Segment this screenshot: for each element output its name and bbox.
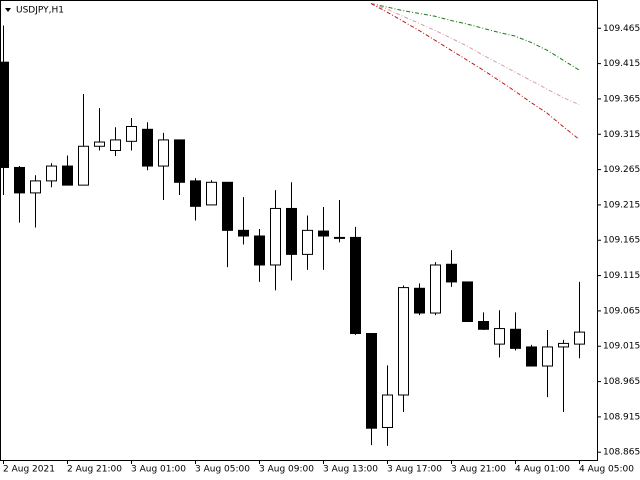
candle-body (286, 207, 297, 255)
plot-frame (0, 0, 598, 461)
candle-body (254, 235, 265, 266)
candle-body (526, 346, 537, 367)
candle-body (318, 230, 329, 237)
candle-body (542, 346, 553, 367)
candle-body (206, 181, 217, 206)
y-tick-label: 109.365 (603, 94, 640, 104)
chart-title: USDJPY,H1 (16, 6, 64, 16)
candle-body (558, 342, 569, 348)
candle-body (350, 236, 361, 335)
candle-body (14, 166, 25, 194)
x-tick-label: 3 Aug 13:00 (323, 465, 378, 475)
y-tick-label: 109.465 (603, 24, 640, 34)
x-tick-label: 2 Aug 2021 (3, 465, 55, 475)
y-tick-label: 109.015 (603, 342, 640, 352)
x-tick-label: 3 Aug 21:00 (451, 465, 506, 475)
candle-body (158, 139, 169, 167)
y-tick-label: 109.265 (603, 165, 640, 175)
x-tick-label: 3 Aug 17:00 (387, 465, 442, 475)
candle-body (126, 125, 137, 142)
candle-body (494, 328, 505, 345)
candle-body (430, 264, 441, 314)
x-tick-label: 4 Aug 01:00 (515, 465, 570, 475)
candle-body (94, 141, 105, 147)
candle-body (78, 145, 89, 186)
candle-body (446, 263, 457, 283)
y-tick-label: 109.115 (603, 271, 640, 281)
y-tick-label: 109.415 (603, 59, 640, 69)
candle-body (366, 333, 377, 429)
x-tick-label: 2 Aug 21:00 (67, 465, 122, 475)
y-tick-label: 108.865 (603, 448, 640, 458)
candle-body (62, 165, 73, 186)
candle-body (398, 287, 409, 396)
candle-body (414, 287, 425, 314)
x-tick-label: 3 Aug 09:00 (259, 465, 314, 475)
x-tick-label: 3 Aug 05:00 (195, 465, 250, 475)
y-tick-label: 109.215 (603, 200, 640, 210)
candle-body (302, 229, 313, 255)
candle-body (574, 331, 585, 345)
candle-body (238, 229, 249, 237)
candle-body (334, 236, 345, 239)
candle-body (0, 61, 9, 168)
candle-body (382, 394, 393, 428)
candle-body (142, 128, 153, 167)
candle-body (30, 180, 41, 194)
candle-body (478, 321, 489, 330)
x-tick-label: 3 Aug 01:00 (131, 465, 186, 475)
y-tick-label: 108.965 (603, 377, 640, 387)
forecast-line (370, 3, 580, 106)
forecast-line (370, 3, 580, 140)
candle-body (190, 180, 201, 207)
candle-body (222, 181, 233, 231)
y-tick-label: 109.065 (603, 306, 640, 316)
candle-body (174, 139, 185, 183)
candle-body (270, 207, 281, 266)
y-tick-label: 109.315 (603, 130, 640, 140)
y-tick-label: 109.165 (603, 236, 640, 246)
y-tick-label: 108.915 (603, 412, 640, 422)
candle-body (46, 165, 57, 182)
candle-body (462, 281, 473, 323)
x-tick-label: 4 Aug 05:00 (579, 465, 634, 475)
candle-body (110, 139, 121, 152)
candle-body (510, 328, 521, 349)
symbol-menu-icon[interactable] (5, 8, 11, 12)
